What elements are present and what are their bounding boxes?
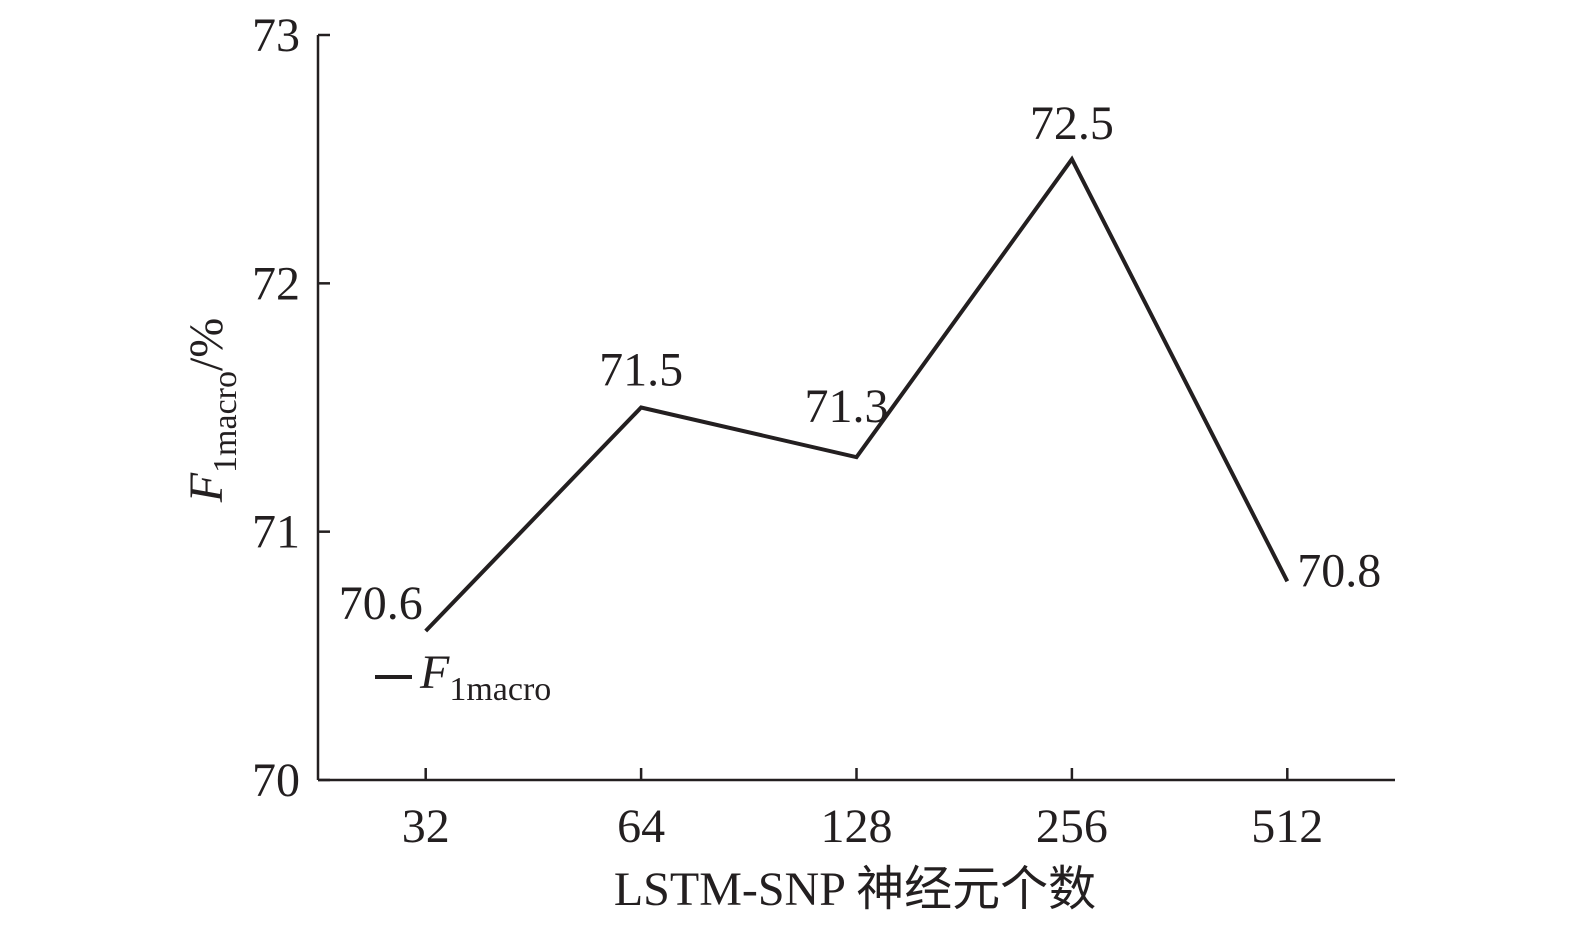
y-tick-label: 73 xyxy=(252,9,300,62)
data-line xyxy=(424,155,1290,633)
y-tick-label: 70 xyxy=(252,754,300,807)
y-axis-label: F1macro/% xyxy=(180,318,244,504)
x-tick-label: 512 xyxy=(1251,800,1323,853)
y-label-sub: 1macro xyxy=(207,371,244,473)
legend-sub: 1macro xyxy=(449,671,551,708)
legend-symbol: F xyxy=(419,646,450,699)
data-label: 70.8 xyxy=(1297,544,1381,597)
data-label: 71.3 xyxy=(805,380,889,433)
data-label: 70.6 xyxy=(339,577,423,630)
y-label-unit: /% xyxy=(180,318,233,371)
data-label: 72.5 xyxy=(1030,97,1114,150)
x-tick-label: 256 xyxy=(1036,800,1108,853)
x-tick-label: 32 xyxy=(402,800,450,853)
y-label-main: F xyxy=(180,472,233,503)
x-tick-label: 64 xyxy=(617,800,665,853)
y-tick-label: 71 xyxy=(252,506,300,559)
x-axis-label: LSTM-SNP 神经元个数 xyxy=(614,863,1096,916)
legend-label: F1macro xyxy=(419,646,551,708)
x-tick-label: 128 xyxy=(821,800,893,853)
data-label: 71.5 xyxy=(599,344,683,397)
y-tick-label: 72 xyxy=(252,257,300,310)
